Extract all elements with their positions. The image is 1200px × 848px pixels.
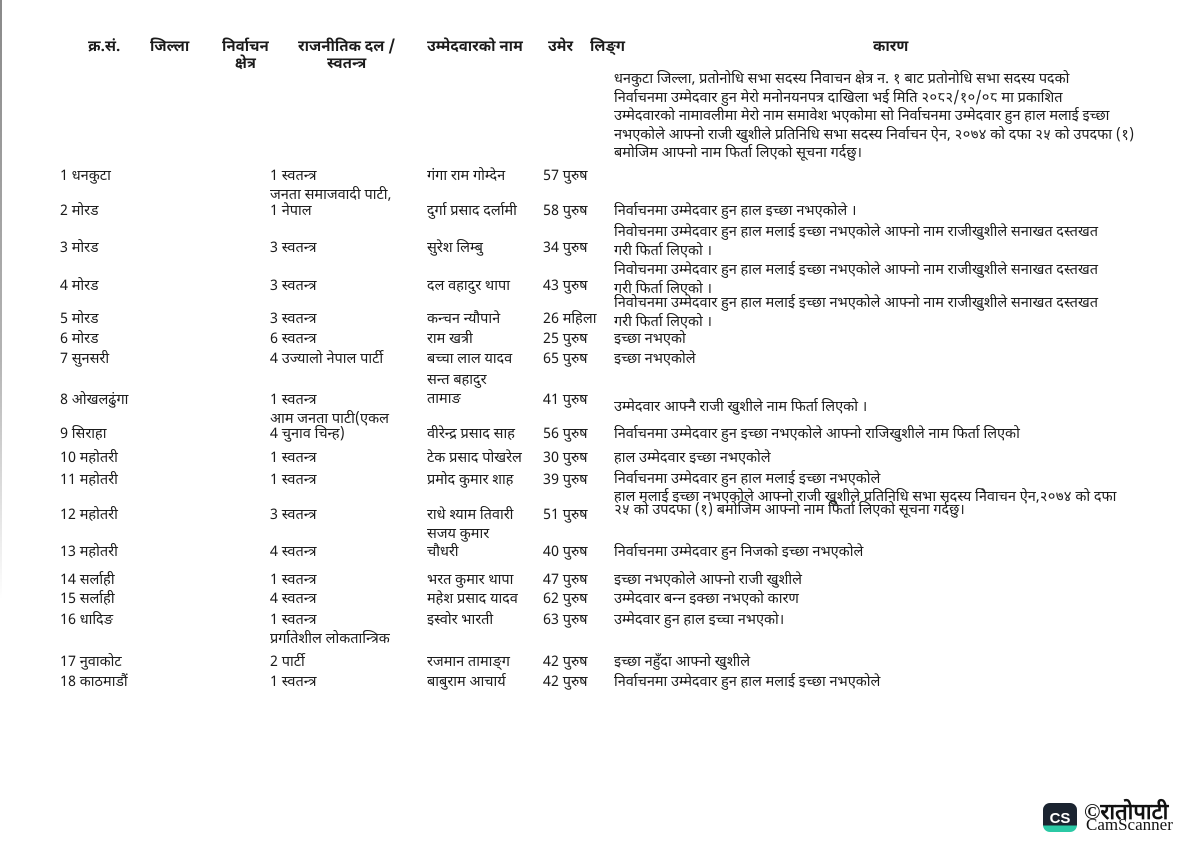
svg-text:CS: CS [1050, 810, 1071, 827]
